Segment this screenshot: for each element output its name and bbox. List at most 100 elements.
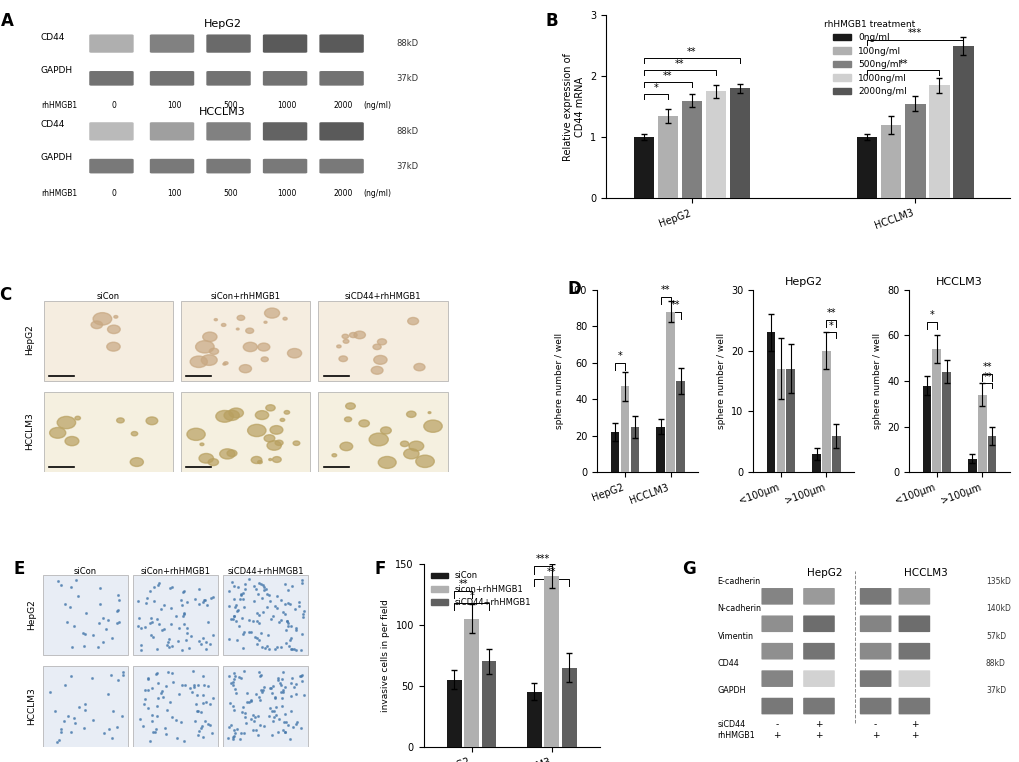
Circle shape [270, 426, 282, 434]
Circle shape [404, 449, 419, 459]
Bar [705, 91, 726, 198]
Text: 0: 0 [111, 101, 116, 110]
Circle shape [373, 355, 386, 364]
Text: rhHMGB1: rhHMGB1 [41, 101, 76, 110]
Y-axis label: Relative expression of
CD44 mRNA: Relative expression of CD44 mRNA [562, 53, 584, 161]
Bar [44, 300, 172, 381]
Text: 1000: 1000 [277, 189, 297, 198]
Text: N-cadherin: N-cadherin [717, 604, 761, 613]
Text: G: G [681, 560, 695, 578]
Text: HepG2: HepG2 [28, 600, 37, 630]
Circle shape [251, 456, 262, 463]
Bar [180, 300, 310, 381]
Circle shape [280, 418, 284, 421]
Text: D: D [567, 280, 581, 299]
Text: 88kD: 88kD [395, 39, 418, 48]
Circle shape [255, 411, 268, 420]
Text: 2000: 2000 [333, 101, 353, 110]
FancyBboxPatch shape [859, 588, 891, 605]
FancyBboxPatch shape [319, 158, 364, 174]
FancyBboxPatch shape [859, 698, 891, 715]
Bar [544, 576, 558, 747]
Circle shape [223, 362, 228, 364]
Text: **: ** [458, 579, 468, 589]
Text: +: + [910, 720, 917, 729]
FancyBboxPatch shape [761, 616, 792, 632]
Circle shape [268, 459, 271, 460]
Bar [43, 575, 127, 655]
Bar [621, 386, 629, 472]
Bar [318, 392, 447, 472]
FancyBboxPatch shape [761, 643, 792, 660]
FancyBboxPatch shape [90, 71, 133, 85]
Circle shape [373, 344, 381, 350]
Text: siCon: siCon [97, 293, 119, 301]
FancyBboxPatch shape [802, 698, 834, 715]
Bar [665, 312, 675, 472]
Text: rhHMGB1: rhHMGB1 [41, 189, 76, 198]
Text: Vimentin: Vimentin [717, 632, 753, 641]
Bar [730, 88, 750, 198]
Bar [132, 666, 218, 747]
Legend: siCon, sicon+rhHMGB1, siCD44+rhHMGB1: siCon, sicon+rhHMGB1, siCD44+rhHMGB1 [427, 568, 534, 610]
FancyBboxPatch shape [150, 34, 194, 53]
Bar [856, 137, 876, 198]
Text: (ng/ml): (ng/ml) [364, 101, 391, 110]
Circle shape [248, 424, 266, 437]
Circle shape [186, 428, 205, 440]
Circle shape [266, 405, 275, 411]
Text: +: + [871, 732, 878, 741]
Text: +: + [814, 720, 822, 729]
Text: +: + [772, 732, 781, 741]
Text: 500: 500 [223, 101, 237, 110]
Text: ***: *** [907, 28, 921, 38]
Text: *: * [616, 351, 622, 361]
Circle shape [369, 433, 388, 446]
FancyBboxPatch shape [319, 34, 364, 53]
Text: E-cadherin: E-cadherin [717, 577, 760, 586]
FancyBboxPatch shape [206, 158, 251, 174]
Circle shape [221, 323, 225, 326]
Text: **: ** [981, 372, 991, 383]
Bar [681, 101, 701, 198]
FancyBboxPatch shape [206, 71, 251, 85]
Text: E: E [13, 560, 25, 578]
Circle shape [354, 331, 365, 339]
Circle shape [428, 411, 430, 414]
Circle shape [284, 411, 289, 415]
Circle shape [414, 363, 425, 371]
Text: *: * [928, 309, 933, 320]
Text: CD44: CD44 [717, 659, 739, 668]
Text: **: ** [675, 59, 684, 69]
Text: siCon+rhHMGB1: siCon+rhHMGB1 [141, 567, 210, 575]
FancyBboxPatch shape [90, 34, 133, 53]
Text: 37kD: 37kD [395, 74, 418, 83]
Circle shape [275, 440, 283, 446]
Text: 88kD: 88kD [985, 659, 1005, 668]
FancyBboxPatch shape [150, 71, 194, 85]
Text: A: A [0, 11, 13, 30]
FancyBboxPatch shape [898, 588, 929, 605]
Circle shape [223, 363, 226, 365]
Bar [832, 436, 840, 472]
FancyBboxPatch shape [263, 71, 307, 85]
FancyBboxPatch shape [263, 34, 307, 53]
Text: GAPDH: GAPDH [41, 66, 72, 75]
Bar [942, 372, 950, 472]
Text: HCCLM3: HCCLM3 [28, 687, 37, 725]
Text: GAPDH: GAPDH [717, 687, 745, 696]
Circle shape [224, 410, 239, 421]
FancyBboxPatch shape [802, 671, 834, 687]
Circle shape [371, 367, 383, 374]
Text: 2000: 2000 [333, 189, 353, 198]
Circle shape [282, 317, 287, 320]
Text: C: C [0, 286, 12, 304]
Circle shape [239, 365, 252, 373]
Text: 135kD: 135kD [985, 577, 1010, 586]
Text: **: ** [981, 362, 991, 373]
FancyBboxPatch shape [206, 34, 251, 53]
Circle shape [407, 411, 416, 418]
Text: siCon+rhHMGB1: siCon+rhHMGB1 [210, 293, 280, 301]
Bar [630, 427, 638, 472]
Text: GAPDH: GAPDH [41, 153, 72, 162]
